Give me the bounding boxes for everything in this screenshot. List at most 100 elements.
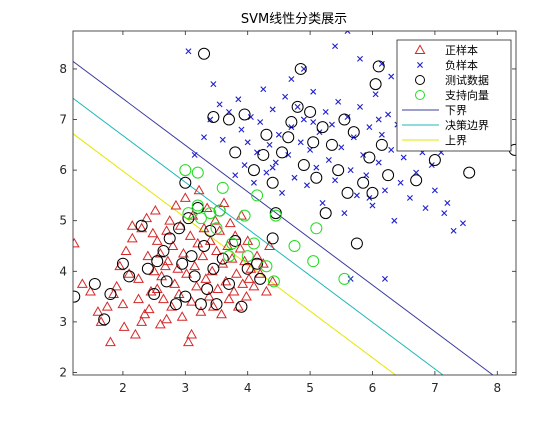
test-point — [204, 224, 217, 237]
positive-point — [193, 184, 205, 195]
negative-point — [332, 43, 339, 50]
support-vector — [194, 212, 207, 225]
data-points — [73, 31, 516, 347]
negative-point — [235, 96, 242, 103]
positive-point — [216, 308, 227, 319]
positive-point — [151, 235, 163, 245]
test-point — [222, 113, 235, 126]
negative-point — [459, 220, 466, 227]
test-point — [319, 207, 332, 220]
test-point — [185, 250, 198, 263]
positive-point — [220, 275, 232, 286]
positive-point — [182, 336, 194, 347]
negative-point — [406, 194, 413, 201]
support-vector — [216, 181, 229, 194]
positive-point — [177, 247, 189, 258]
test-point — [357, 176, 370, 189]
test-point — [229, 234, 242, 247]
positive-point — [257, 258, 269, 268]
test-point — [269, 207, 282, 220]
negative-point — [216, 101, 223, 108]
positive-point — [174, 220, 186, 230]
positive-point — [231, 268, 242, 278]
positive-point — [139, 308, 151, 319]
legend-symbol — [417, 62, 423, 68]
positive-point — [264, 240, 276, 250]
test-point — [163, 232, 176, 245]
test-point — [207, 262, 220, 275]
test-point — [176, 257, 189, 270]
chart-title: SVM线性分类展示 — [241, 12, 347, 27]
positive-point — [118, 321, 130, 331]
negative-point — [347, 275, 354, 282]
positive-point — [222, 240, 234, 250]
positive-point — [251, 250, 263, 261]
test-point — [276, 146, 289, 159]
test-point — [198, 240, 211, 252]
negative-point — [444, 200, 451, 206]
test-point — [151, 255, 164, 268]
test-point — [222, 277, 235, 290]
test-point — [366, 186, 379, 199]
test-point — [410, 174, 423, 187]
negative-point — [450, 227, 457, 234]
y-tick-label: 5 — [59, 214, 67, 228]
positive-point — [267, 275, 279, 286]
positive-point — [254, 268, 266, 278]
negative-point — [269, 106, 276, 113]
legend-label: 正样本 — [445, 43, 478, 57]
test-point — [347, 126, 360, 139]
y-tick-label: 3 — [59, 315, 67, 329]
test-point — [325, 138, 338, 151]
negative-point — [310, 119, 317, 126]
negative-point — [225, 108, 232, 115]
negative-point — [254, 149, 261, 156]
legend-symbol — [414, 44, 426, 54]
test-point — [238, 108, 251, 121]
y-tick-label: 2 — [59, 365, 67, 379]
negative-point — [272, 159, 279, 166]
negative-point — [335, 98, 342, 105]
negative-point — [247, 114, 254, 120]
y-tick-label: 8 — [59, 62, 67, 76]
positive-point — [159, 260, 171, 271]
support-vector — [288, 240, 301, 252]
test-point — [88, 277, 101, 290]
support-vector — [251, 189, 264, 202]
negative-point — [232, 172, 239, 179]
legend-symbol — [415, 90, 425, 100]
negative-point — [375, 116, 382, 123]
positive-point — [172, 263, 184, 273]
test-point — [207, 111, 220, 123]
legend-label: 下界 — [445, 104, 467, 117]
negative-point — [441, 210, 448, 217]
positive-point — [142, 250, 154, 261]
positive-point — [170, 199, 182, 210]
legend-label: 决策边界 — [445, 118, 489, 132]
test-point — [260, 128, 273, 141]
positive-point — [248, 280, 260, 291]
negative-point — [381, 187, 388, 194]
positive-point — [85, 285, 96, 296]
negative-point — [375, 159, 382, 166]
positive-point — [211, 245, 222, 256]
legend-label: 上界 — [445, 134, 467, 147]
test-point — [316, 121, 329, 134]
positive-point — [260, 285, 272, 296]
test-point — [194, 298, 207, 311]
negative-point — [266, 141, 273, 148]
negative-point — [357, 103, 364, 110]
negative-point — [294, 103, 301, 110]
positive-point — [164, 215, 176, 225]
negative-point — [282, 93, 289, 100]
support-vector — [338, 272, 351, 285]
negative-point — [378, 60, 385, 67]
negative-point — [210, 81, 217, 88]
test-point — [210, 298, 223, 311]
negative-point — [207, 116, 214, 123]
positive-point — [147, 227, 159, 238]
test-point — [141, 262, 154, 275]
test-point — [179, 176, 192, 189]
positive-point — [169, 278, 181, 288]
